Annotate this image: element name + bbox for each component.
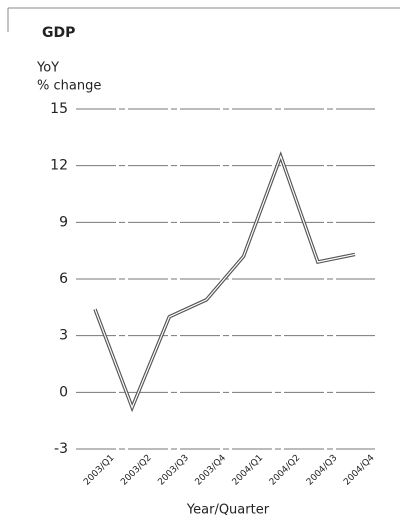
x-tick-label: 2003/Q1 [82, 453, 116, 487]
x-tick-label: 2004/Q1 [231, 453, 265, 487]
y-tick-label: 9 [59, 214, 68, 230]
x-tick-label: 2003/Q2 [119, 453, 153, 487]
y-tick-label: 15 [50, 101, 68, 117]
x-axis-label: Year/Quarter [186, 503, 270, 518]
line [93, 151, 356, 413]
y-axis-label: YoY [36, 61, 59, 76]
x-tick-label: 2004/Q3 [305, 453, 339, 487]
x-tick-label: 2003/Q4 [194, 453, 229, 488]
chart-title: GDP [42, 25, 75, 41]
y-tick-label: 3 [59, 328, 68, 344]
x-tick-label: 2004/Q2 [268, 453, 302, 487]
y-axis-label: % change [37, 79, 101, 94]
x-tick-label: 2003/Q3 [156, 453, 190, 487]
y-tick-label: 0 [59, 384, 68, 400]
y-tick-label: 12 [50, 158, 68, 174]
x-tick-label: 2004/Q4 [342, 453, 377, 488]
y-tick-label: -3 [54, 441, 68, 457]
y-tick-label: 6 [59, 271, 68, 287]
line-highlight [94, 154, 356, 410]
